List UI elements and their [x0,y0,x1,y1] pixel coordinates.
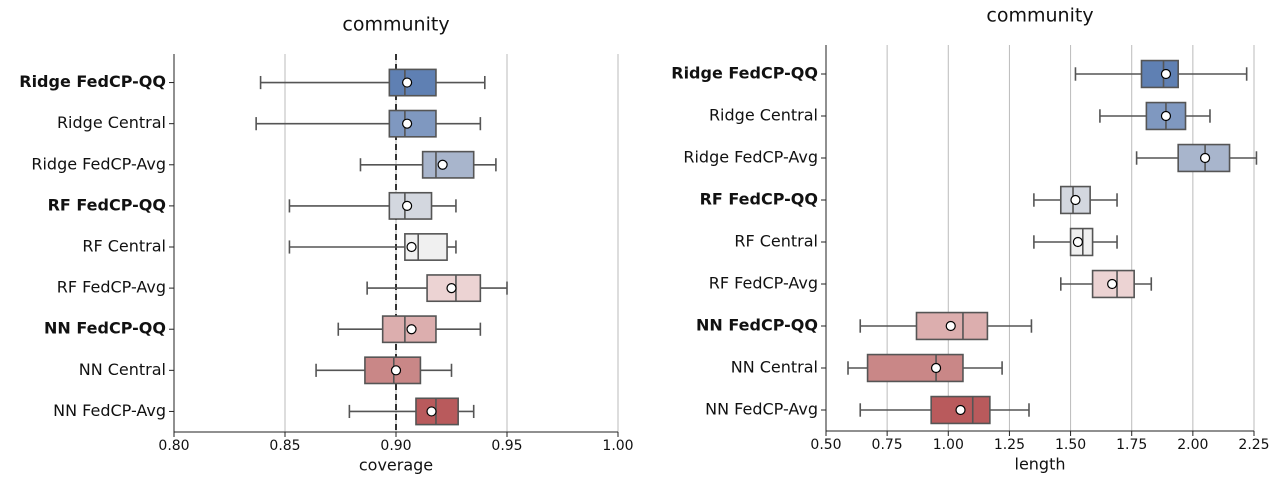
chart-title: community [986,5,1093,27]
category-label: NN FedCP-QQ [44,319,166,338]
mean-marker [402,200,413,211]
category-label: RF Central [82,237,166,256]
mean-marker [406,241,417,253]
category-label: RF FedCP-QQ [700,190,818,209]
x-tick-label: 1.25 [994,437,1025,453]
category-label: RF FedCP-Avg [57,278,166,297]
category-label: RF FedCP-Avg [709,274,818,293]
category-label: Ridge Central [709,106,818,125]
x-axis-label: length [1015,455,1066,474]
box [421,150,475,179]
mean-marker [1160,68,1172,80]
x-tick-label: 0.90 [380,438,411,454]
mean-marker [1199,152,1211,164]
category-label: Ridge FedCP-Avg [31,154,166,173]
x-tick-label: 1.00 [933,437,964,453]
x-tick-label: 2.00 [1177,437,1208,453]
category-label: Ridge FedCP-QQ [19,72,166,91]
box [1140,59,1179,89]
mean-marker [930,362,942,374]
mean-marker [426,406,437,417]
x-tick-label: 0.50 [810,437,841,453]
x-tick-label: 1.50 [1055,437,1086,453]
category-label: RF FedCP-QQ [48,195,166,214]
box [866,353,964,383]
x-tick-label: 1.75 [1116,437,1147,453]
category-label: NN FedCP-Avg [705,400,818,419]
mean-marker [1107,278,1118,290]
mean-marker [390,365,402,376]
mean-marker [945,320,956,332]
mean-marker [1160,110,1172,122]
x-tick-label: 0.95 [491,438,522,454]
mean-marker [1072,236,1084,248]
mean-marker [406,324,417,335]
category-label: Ridge FedCP-QQ [671,64,818,83]
mean-marker [402,118,413,129]
category-label: NN FedCP-Avg [53,401,166,420]
x-tick-label: 0.85 [269,438,300,454]
category-label: Ridge Central [57,113,166,132]
category-label: NN Central [79,360,166,379]
mean-marker [446,283,457,294]
mean-marker [437,159,448,170]
category-label: RF Central [734,232,818,251]
chart-title: community [342,14,449,36]
x-tick-label: 2.25 [1238,437,1269,453]
mean-marker [1070,194,1081,206]
x-tick-label: 1.00 [602,438,633,454]
box [388,109,437,138]
box [388,68,437,97]
box [426,274,482,303]
x-tick-label: 0.75 [872,437,903,453]
x-tick-label: 0.80 [158,438,189,454]
x-axis-label: coverage [359,456,433,475]
category-label: Ridge FedCP-Avg [683,148,818,167]
category-label: NN FedCP-QQ [696,316,818,335]
mean-marker [955,404,966,416]
mean-marker [402,77,413,88]
category-label: NN Central [731,358,818,377]
box [415,397,459,426]
